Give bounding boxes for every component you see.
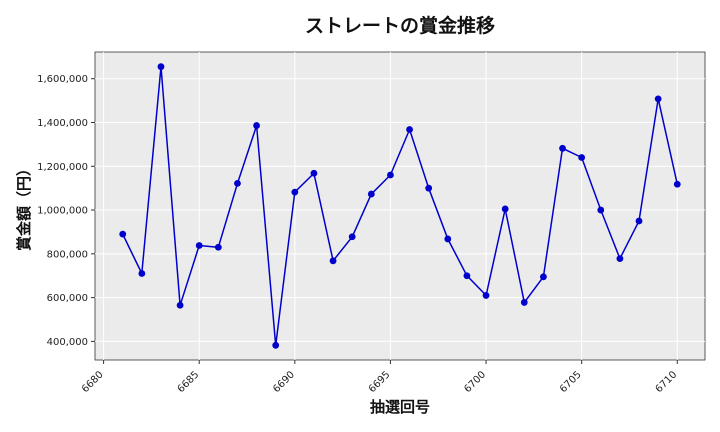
- data-point: [540, 273, 547, 281]
- y-tick-label: 800,000: [47, 249, 88, 260]
- x-tick-label: 6695: [367, 369, 393, 395]
- x-tick-label: 6690: [271, 369, 297, 395]
- data-point: [559, 144, 566, 152]
- data-point: [387, 171, 394, 179]
- data-point: [520, 299, 528, 306]
- data-point: [501, 205, 509, 213]
- data-point: [176, 301, 184, 309]
- series-group: [119, 63, 681, 349]
- data-point: [367, 190, 375, 198]
- x-tick-label: 6680: [80, 369, 106, 395]
- y-tick-label: 1,000,000: [37, 206, 88, 217]
- plot-area: [94, 51, 706, 361]
- data-point: [138, 270, 146, 277]
- chart-title: ストレートの賞金推移: [305, 14, 495, 37]
- data-point: [673, 180, 681, 188]
- data-point: [654, 95, 662, 103]
- data-point: [482, 292, 490, 299]
- data-point: [214, 243, 222, 251]
- x-tick-label: 6685: [176, 369, 202, 395]
- data-point: [425, 184, 433, 192]
- data-point: [310, 169, 318, 177]
- data-point: [234, 179, 241, 187]
- x-tick-label: 6705: [558, 369, 584, 395]
- data-point: [348, 233, 356, 241]
- data-point: [119, 230, 127, 238]
- data-point: [157, 63, 165, 71]
- data-point: [253, 122, 260, 129]
- data-point: [635, 217, 643, 225]
- data-point: [406, 126, 413, 133]
- data-point: [597, 206, 605, 214]
- data-point: [195, 242, 203, 249]
- y-tick-label: 600,000: [47, 293, 88, 304]
- y-tick-label: 1,400,000: [37, 118, 88, 129]
- y-tick-label: 1,600,000: [37, 74, 88, 85]
- data-point: [291, 188, 299, 196]
- x-tick-label: 6710: [654, 369, 680, 395]
- data-point: [272, 341, 280, 349]
- data-point: [329, 257, 337, 265]
- data-point: [463, 272, 471, 280]
- data-point: [444, 235, 452, 243]
- y-tick-label: 400,000: [47, 337, 88, 348]
- data-point: [616, 255, 624, 263]
- y-axis-label: 賞金額（円）: [15, 161, 33, 251]
- x-axis-ticks: 6680 6685 6690 6695 6700 6705 6710: [80, 360, 679, 395]
- y-axis-ticks: 400,000 600,000 800,000 1,000,000 1,200,000 1…: [37, 74, 95, 348]
- y-tick-label: 1,200,000: [37, 162, 88, 173]
- x-axis-label: 抽選回号: [370, 398, 430, 416]
- data-point: [578, 154, 586, 161]
- x-tick-label: 6700: [462, 369, 488, 395]
